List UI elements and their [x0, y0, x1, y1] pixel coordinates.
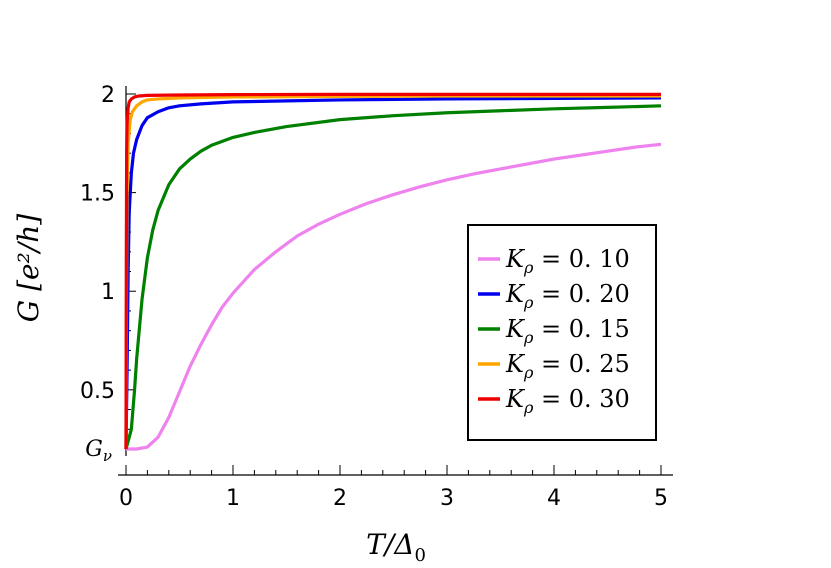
- y-tick-label: 1.5: [80, 182, 115, 207]
- x-tick-label: 3: [440, 486, 454, 511]
- y-tick-label: 1: [101, 280, 115, 305]
- legend-label-3: Kρ = 0. 25: [505, 350, 630, 382]
- x-tick-label: 1: [226, 486, 240, 511]
- series-lines: [124, 92, 662, 451]
- x-tick-label: 0: [119, 486, 133, 511]
- x-tick-label: 4: [547, 486, 561, 511]
- legend-label-4: Kρ = 0. 30: [505, 385, 630, 417]
- x-tick-label: 2: [333, 486, 347, 511]
- y-axis-label: G [e²/h]: [12, 214, 45, 322]
- legend-label-0: Kρ = 0. 10: [505, 245, 630, 277]
- legend-box: [467, 224, 657, 441]
- ticks: [125, 93, 662, 475]
- tick-labels: 0 1 2 3 4 5 0.5 1 1.5 2 Gν: [80, 83, 668, 511]
- legend-label-1: Kρ = 0. 20: [505, 280, 630, 312]
- series-line-1: [124, 96, 662, 450]
- y-tick-label: 0.5: [80, 379, 115, 404]
- y-tick-label: 2: [101, 83, 115, 108]
- series-line-0: [126, 142, 662, 451]
- series-line-2: [124, 104, 662, 450]
- legend-label-2: Kρ = 0. 15: [505, 315, 630, 347]
- x-axis-label: T/Δ0: [366, 528, 426, 566]
- series-line-4: [124, 92, 661, 450]
- y-tick-label-g-nu: Gν: [85, 437, 112, 465]
- x-tick-label: 5: [654, 486, 668, 511]
